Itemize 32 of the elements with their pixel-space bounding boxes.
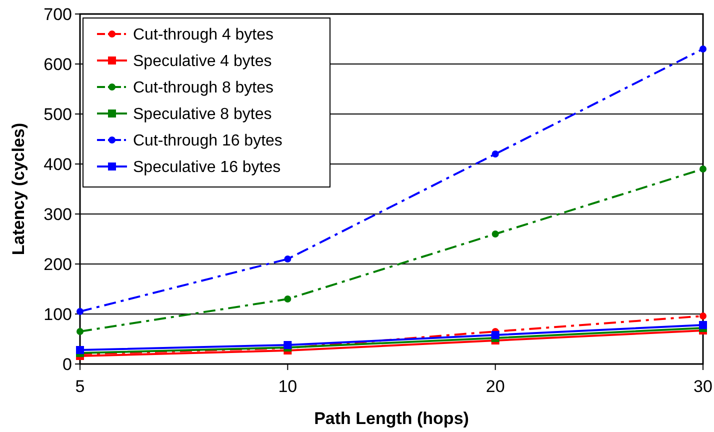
y-tick-label: 100 <box>44 304 72 324</box>
point <box>284 256 292 262</box>
y-tick-label: 700 <box>44 4 72 24</box>
y-tick-label: 0 <box>62 354 72 374</box>
y-tick-label: 300 <box>44 204 72 224</box>
point <box>700 166 706 172</box>
x-tick-label: 5 <box>75 377 85 396</box>
x-tick-label: 20 <box>486 377 505 396</box>
legend-label: Cut-through 8 bytes <box>133 80 274 97</box>
legend-label: Speculative 8 bytes <box>133 106 272 124</box>
legend-label: Cut-through 4 bytes <box>133 26 274 44</box>
point <box>76 346 84 354</box>
x-axis-title: Path Length (hops) <box>314 409 469 428</box>
point <box>284 341 292 349</box>
y-axis-title: Latency (cycles) <box>9 122 28 256</box>
x-tick-label: 30 <box>694 377 712 396</box>
y-tick-label: 600 <box>44 54 72 74</box>
x-tick-label: 10 <box>278 377 298 396</box>
point <box>700 46 706 52</box>
point <box>284 296 292 302</box>
y-tick-label: 200 <box>44 254 72 274</box>
point <box>699 321 707 329</box>
y-tick-label: 500 <box>44 104 72 124</box>
point <box>76 328 84 335</box>
point <box>491 331 500 339</box>
legend-label: Speculative 4 bytes <box>133 53 272 70</box>
point <box>492 230 499 238</box>
point <box>492 150 499 158</box>
legend-label: Speculative 16 bytes <box>133 159 281 176</box>
legend-label: Cut-through 16 bytes <box>133 132 282 150</box>
point <box>700 312 706 320</box>
y-tick-label: 400 <box>44 154 72 174</box>
